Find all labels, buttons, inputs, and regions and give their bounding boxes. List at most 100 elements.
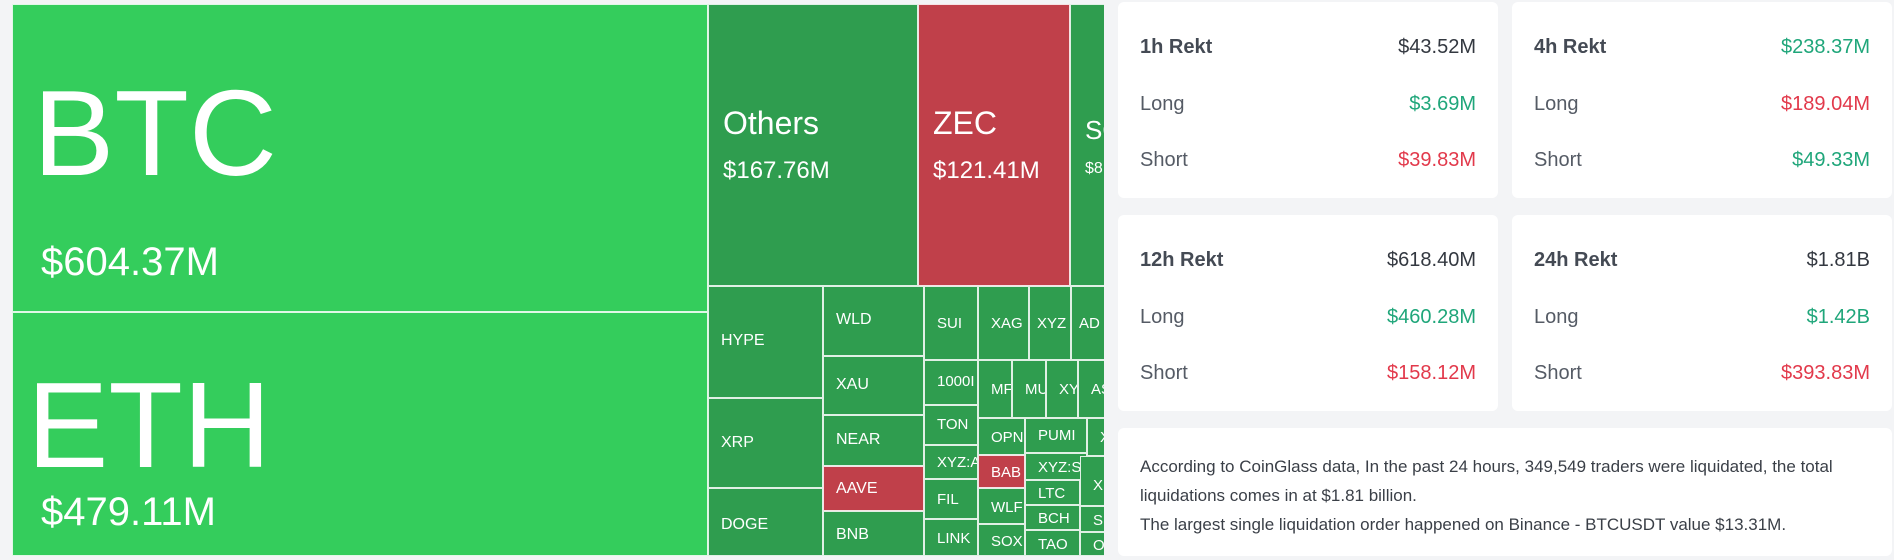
tile-symbol: PUMI: [1038, 427, 1076, 444]
stat-title: 4h Rekt: [1534, 36, 1607, 58]
tile-opn[interactable]: OPN: [978, 418, 1025, 455]
long-value: $3.69M: [1409, 93, 1476, 115]
tile-xyz[interactable]: XYZ: [1029, 286, 1071, 360]
long-label: Long: [1534, 306, 1579, 328]
tile-symbol: OPN: [991, 429, 1024, 446]
stat-title: 12h Rekt: [1140, 249, 1224, 271]
tile-symbol: XAU: [836, 376, 869, 393]
tile-hype[interactable]: HYPE: [708, 286, 823, 398]
summary-largest-order: The largest single liquidation order hap…: [1140, 515, 1787, 534]
stat-title: 24h Rekt: [1534, 249, 1618, 271]
tile-bnb[interactable]: BNB: [823, 511, 924, 556]
stat-total: $1.81B: [1806, 249, 1870, 271]
tile-symbol: MF: [991, 381, 1012, 398]
tile-bab[interactable]: BAB: [978, 455, 1025, 488]
short-label: Short: [1140, 149, 1188, 171]
tile-symbol: LTC: [1038, 485, 1066, 502]
stat-total: $43.52M: [1398, 36, 1476, 58]
tile-1000[interactable]: 1000I: [924, 360, 978, 405]
tile-ton[interactable]: TON: [924, 405, 978, 445]
tile-mu[interactable]: MU: [1012, 360, 1046, 418]
tile-x[interactable]: X: [1080, 456, 1104, 506]
stat-title: 1h Rekt: [1140, 36, 1213, 58]
tile-link[interactable]: LINK: [924, 519, 978, 556]
tile-ad[interactable]: AD: [1071, 286, 1104, 360]
stat-card-1h: 1h Rekt $43.52M Long $3.69M Short $39.83M: [1118, 2, 1498, 198]
tile-symbol: XYZ:A: [937, 454, 978, 471]
tile-symbol: XY: [1100, 429, 1104, 446]
short-value: $49.33M: [1792, 149, 1870, 171]
tile-value: $167.76M: [723, 157, 830, 184]
tile-xag[interactable]: XAG: [978, 286, 1029, 360]
tile-symbol: AD: [1079, 315, 1100, 332]
short-label: Short: [1534, 362, 1582, 384]
tile-symbol: XYZ: [1037, 315, 1067, 332]
tile-sol[interactable]: SO $8: [1070, 4, 1104, 286]
tile-others[interactable]: Others $167.76M: [708, 4, 918, 286]
stat-card-4h: 4h Rekt $238.37M Long $189.04M Short $49.33…: [1512, 2, 1892, 198]
tile-bch[interactable]: BCH: [1025, 505, 1080, 530]
tile-wlf[interactable]: WLF: [978, 488, 1025, 524]
tile-symbol: ZEC: [933, 105, 997, 141]
short-value: $158.12M: [1387, 362, 1476, 384]
tile-near[interactable]: NEAR: [823, 415, 924, 466]
tile-ltc[interactable]: LTC: [1025, 480, 1080, 505]
tile-symbol: TAO: [1038, 536, 1068, 553]
stat-card-12h: 12h Rekt $618.40M Long $460.28M Short $158.…: [1118, 215, 1498, 411]
tile-symbol: BAB: [991, 464, 1022, 481]
tile-symbol: MU: [1025, 381, 1046, 398]
tile-symbol: NEAR: [836, 431, 881, 448]
tile-sox[interactable]: SOX: [978, 524, 1025, 556]
tile-tao[interactable]: TAO: [1025, 530, 1080, 556]
long-value: $460.28M: [1387, 306, 1476, 328]
short-value: $393.83M: [1781, 362, 1870, 384]
tile-xyz-a[interactable]: XYZ:A: [924, 445, 978, 479]
tile-mf[interactable]: MF: [978, 360, 1012, 418]
tile-si[interactable]: SI: [1080, 506, 1104, 532]
tile-symbol: LINK: [937, 530, 971, 547]
tile-sui[interactable]: SUI: [924, 286, 978, 360]
short-label: Short: [1534, 149, 1582, 171]
tile-o[interactable]: O: [1080, 532, 1104, 556]
tile-aave[interactable]: AAVE: [823, 466, 924, 511]
tile-symbol: FIL: [937, 491, 959, 508]
tile-xau[interactable]: XAU: [823, 356, 924, 415]
long-label: Long: [1140, 93, 1185, 115]
tile-symbol: SUI: [937, 315, 963, 332]
summary-text: According to CoinGlass data, In the past…: [1140, 457, 1833, 505]
tile-fil[interactable]: FIL: [924, 479, 978, 519]
tile-symbol: AAVE: [836, 480, 878, 497]
tile-symbol: O: [1093, 537, 1104, 554]
tile-symbol: HYPE: [721, 332, 765, 349]
tile-symbol: BNB: [836, 526, 869, 543]
tile-symbol: WLF: [991, 499, 1023, 516]
tile-xrp[interactable]: XRP: [708, 398, 823, 488]
tile-value: $479.11M: [41, 490, 216, 534]
tile-symbol: XY: [1059, 381, 1078, 398]
long-value: $189.04M: [1781, 93, 1870, 115]
tile-value: $8: [1085, 160, 1103, 177]
tile-xy2[interactable]: XY: [1087, 418, 1104, 456]
tile-btc[interactable]: BTC $604.37M: [12, 4, 708, 312]
tile-wld[interactable]: WLD: [823, 286, 924, 356]
tile-symbol: SOX: [991, 533, 1023, 550]
short-value: $39.83M: [1398, 149, 1476, 171]
tile-pump[interactable]: PUMI: [1025, 418, 1087, 453]
long-label: Long: [1140, 306, 1185, 328]
tile-symbol: XAG: [991, 315, 1023, 332]
tile-zec[interactable]: ZEC $121.41M: [918, 4, 1070, 286]
tile-symbol: 1000I: [937, 373, 975, 390]
stat-total: $238.37M: [1781, 36, 1870, 58]
tile-symbol: DOGE: [721, 516, 769, 533]
tile-symbol: Others: [723, 105, 820, 141]
tile-doge[interactable]: DOGE: [708, 488, 823, 556]
tile-eth[interactable]: ETH $479.11M: [12, 312, 708, 556]
tile-symbol: TON: [937, 416, 969, 433]
tile-xyz-s[interactable]: XYZ:S: [1025, 453, 1087, 480]
tile-xy[interactable]: XY: [1046, 360, 1078, 418]
tile-value: $121.41M: [933, 157, 1040, 184]
tile-as[interactable]: AS: [1078, 360, 1104, 418]
stat-card-24h: 24h Rekt $1.81B Long $1.42B Short $393.83M: [1512, 215, 1892, 411]
stat-total: $618.40M: [1387, 249, 1476, 271]
tile-symbol: SI: [1093, 512, 1104, 529]
